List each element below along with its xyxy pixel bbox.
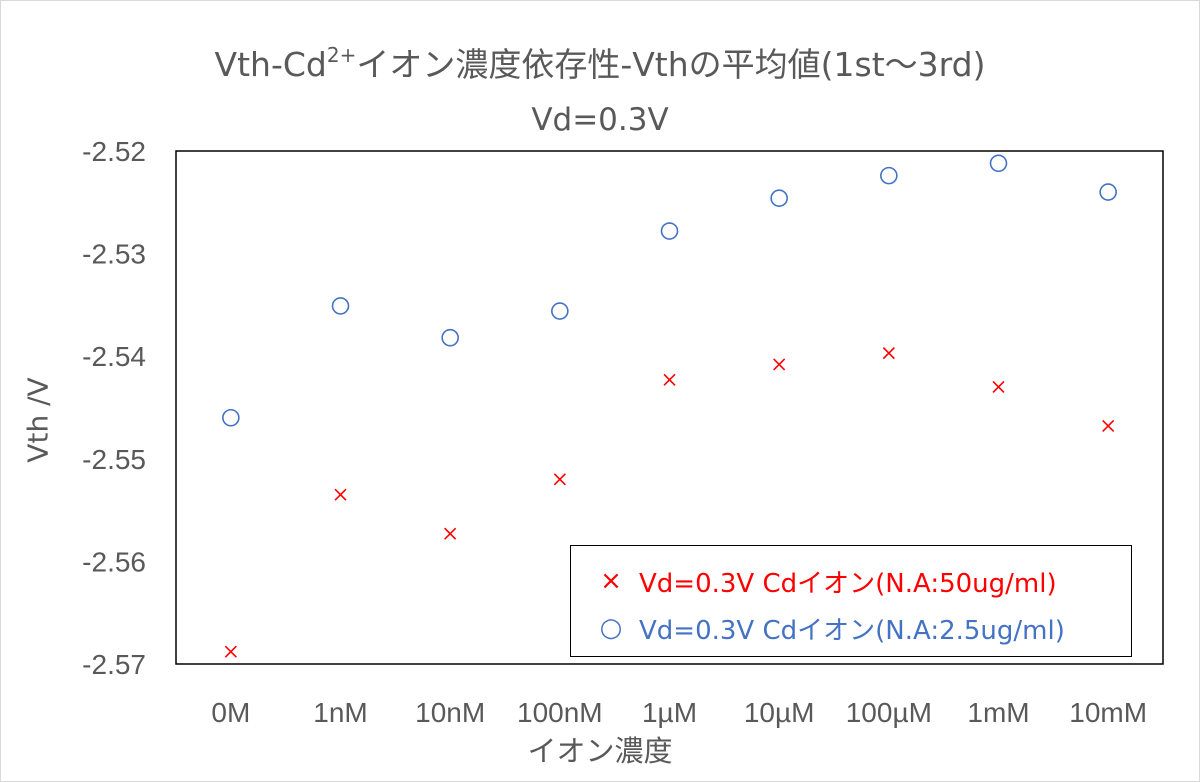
y-tick-label: -2.55: [82, 444, 146, 475]
chart-title-superscript: 2+: [326, 43, 357, 67]
data-point-cross: [773, 358, 786, 371]
legend: × Vd=0.3V Cdイオン(N.A:50ug/ml) ○ Vd=0.3V C…: [570, 545, 1132, 657]
y-tick-label: -2.53: [82, 239, 146, 270]
x-tick-label: 100µM: [846, 697, 932, 728]
chart-title: Vth-Cd2+イオン濃度依存性-Vthの平均値(1st～3rd): [0, 38, 1200, 86]
x-tick-label: 1µM: [642, 697, 697, 728]
data-point-circle: [441, 328, 459, 347]
cross-stroke: [1102, 419, 1115, 433]
y-axis-label: Vth /V: [21, 377, 55, 463]
legend-cross-marker: ×: [600, 566, 622, 596]
legend-entry-series-2: ○ Vd=0.3V Cdイオン(N.A:2.5ug/ml): [571, 608, 1065, 648]
data-point-cross: [992, 380, 1005, 394]
x-tick-label: 10µM: [744, 697, 815, 728]
data-point-cross: [553, 473, 566, 486]
legend-label-series-2: Vd=0.3V Cdイオン(N.A:2.5ug/ml): [639, 615, 1065, 646]
data-point-cross: [663, 373, 676, 386]
data-point-cross: [334, 488, 347, 501]
x-tick-label: 0M: [211, 697, 250, 728]
data-point-circle: [770, 189, 788, 207]
y-tick-label: -2.56: [82, 546, 146, 577]
chart-subtitle: Vd=0.3V: [531, 102, 669, 138]
y-tick-label: -2.57: [82, 649, 146, 680]
cross-stroke: [663, 373, 676, 386]
cross-stroke: [444, 527, 457, 540]
cross-stroke: [553, 473, 566, 486]
cross-stroke: [224, 645, 237, 658]
chart-title-rest: イオン濃度依存性-Vthの平均値(1st～3rd): [356, 45, 986, 84]
y-tick-label: -2.52: [82, 136, 146, 167]
cross-stroke: [992, 380, 1005, 394]
chart-title-main: Vth-Cd: [214, 45, 327, 84]
y-tick-label: -2.54: [82, 341, 146, 372]
legend-label-series-1: Vd=0.3V Cdイオン(N.A:50ug/ml): [639, 568, 1057, 599]
data-point-circle: [1099, 183, 1117, 201]
data-point-circle: [331, 297, 350, 315]
data-point-circle: [222, 408, 240, 427]
x-axis-label: イオン濃度: [527, 734, 673, 768]
x-tick-label: 10mM: [1069, 697, 1147, 728]
cross-stroke: [773, 358, 786, 371]
data-point-cross: [224, 645, 237, 658]
x-tick-label: 100nM: [517, 697, 603, 728]
x-tick-label: 10nM: [415, 697, 485, 728]
data-point-circle: [660, 222, 679, 240]
plot-border: [175, 150, 1164, 665]
data-point-circle: [989, 154, 1008, 173]
cross-stroke: [882, 347, 895, 360]
data-point-circle: [880, 166, 898, 185]
data-point-cross: [444, 527, 457, 540]
data-point-circle: [551, 302, 569, 320]
legend-circle-marker: ○: [599, 613, 623, 643]
x-tick-label: 1mM: [967, 697, 1029, 728]
x-tick-label: 1nM: [313, 697, 367, 728]
data-point-cross: [882, 347, 895, 360]
cross-stroke: [334, 488, 347, 501]
legend-entry-series-1: × Vd=0.3V Cdイオン(N.A:50ug/ml): [571, 561, 1057, 601]
data-point-cross: [1102, 419, 1115, 433]
